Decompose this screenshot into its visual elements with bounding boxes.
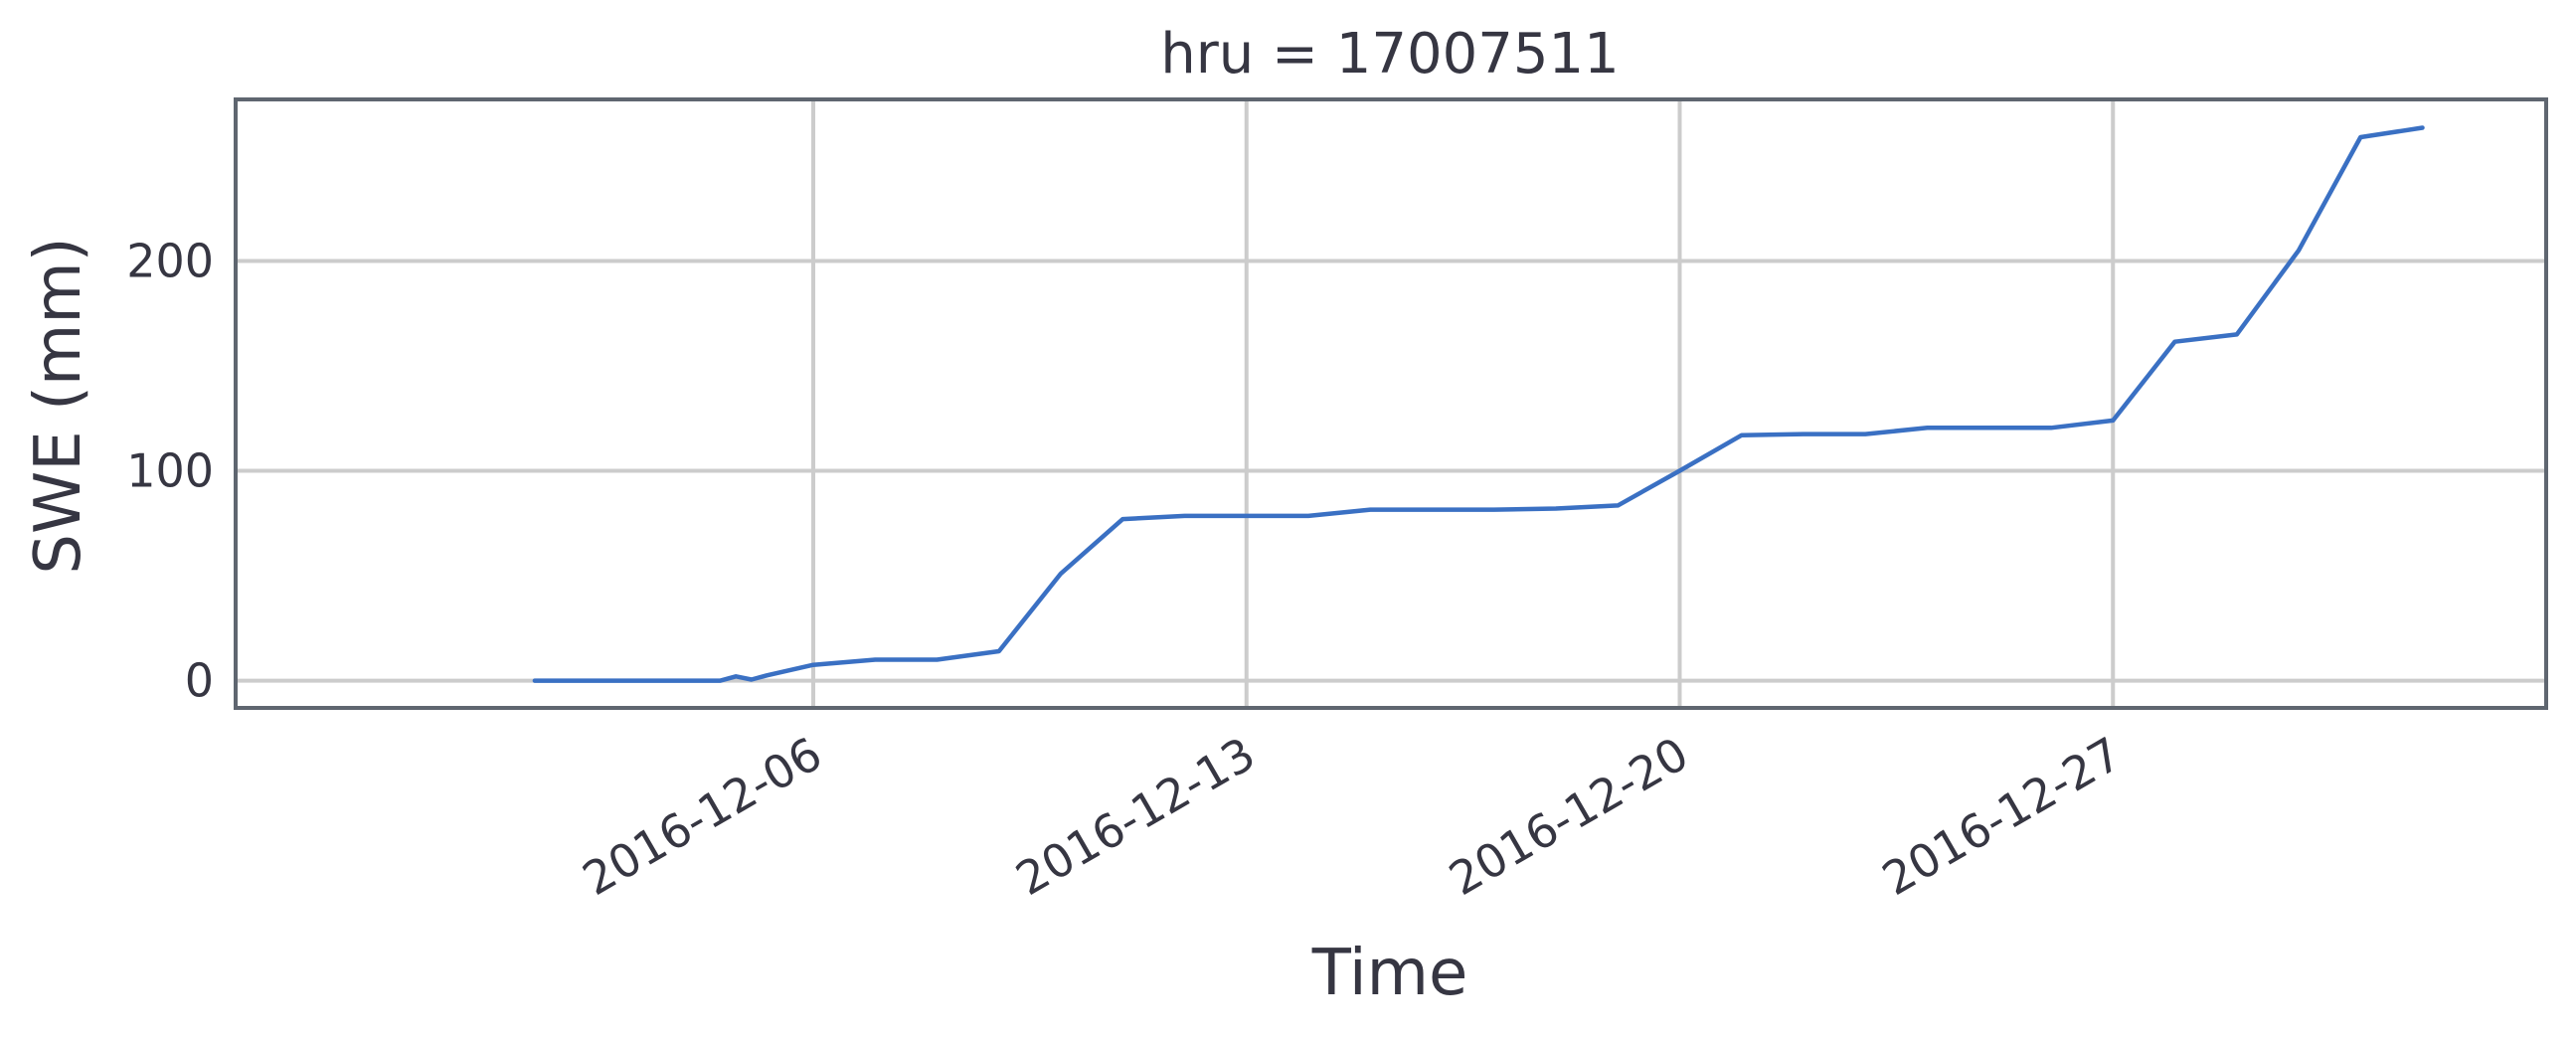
x-tick-label: 2016-12-20: [1440, 727, 1697, 906]
chart-title: hru = 17007511: [1160, 22, 1620, 86]
y-tick-label: 200: [126, 234, 214, 287]
x-tick-label: 2016-12-06: [574, 727, 831, 906]
series-layer: [532, 125, 2425, 683]
x-tick-label: 2016-12-27: [1873, 727, 2131, 906]
y-axis-label: SWE (mm): [22, 237, 95, 574]
y-tick-label: 0: [185, 654, 214, 708]
grid-lines: [236, 99, 2546, 708]
y-tick-label: 100: [126, 444, 214, 498]
plot-area-frame: [234, 97, 2548, 710]
x-tick-label: 2016-12-13: [1007, 727, 1265, 906]
swe-series-line: [532, 125, 2425, 683]
x-axis-label: Time: [1311, 937, 1468, 1010]
tick-labels: 0 100 200 2016-12-06 2016-12-13 2016-12-20 201…: [126, 234, 2131, 906]
